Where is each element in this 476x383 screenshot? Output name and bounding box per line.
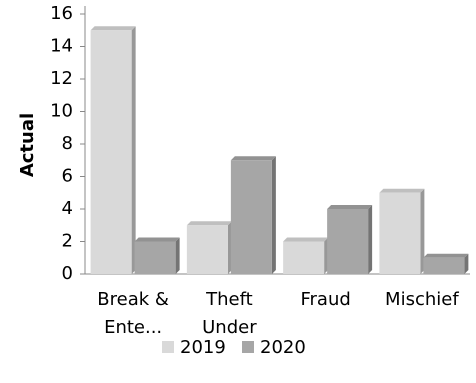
bar-top [423,253,469,258]
legend-label: 2019 [180,337,226,358]
bar [230,160,272,274]
y-tick-label: 12 [50,68,73,89]
bar-side [420,188,425,274]
bar-top [327,205,373,209]
x-tick-label: Fraud [300,289,350,310]
bar-side [464,253,469,274]
y-tick-label: 14 [50,36,73,57]
x-tick-label: Mischief [385,289,459,310]
y-axis-label: Actual [17,113,38,177]
bar-top [379,188,425,193]
bar [283,241,325,274]
bar-side [271,156,276,274]
x-tick-label: Theft [205,289,253,310]
bar [379,192,421,274]
bar [186,225,228,274]
x-tick-label: Under [202,317,257,338]
y-tick-label: 4 [62,198,73,219]
bar-top [90,26,136,31]
y-tick-label: 16 [50,3,73,24]
bar [423,257,465,274]
y-tick-label: 8 [62,133,73,154]
y-tick-label: 10 [50,101,73,122]
legend-label: 2020 [260,337,306,358]
y-tick-label: 0 [62,263,73,284]
y-tick-label: 2 [62,231,73,252]
x-tick-label: Ente... [104,317,162,338]
bar-side [175,237,180,274]
bar-top [134,237,180,242]
bar-side [131,26,136,274]
bar-top [283,237,329,242]
y-tick-label: 6 [62,166,73,187]
bar-side [368,205,373,274]
legend-swatch [242,341,254,353]
bar [327,209,369,274]
bar-top [186,221,232,226]
bar [134,241,176,274]
bar-top [230,156,276,161]
x-tick-label: Break & [97,289,169,310]
legend-swatch [162,341,174,353]
bar [90,30,132,274]
